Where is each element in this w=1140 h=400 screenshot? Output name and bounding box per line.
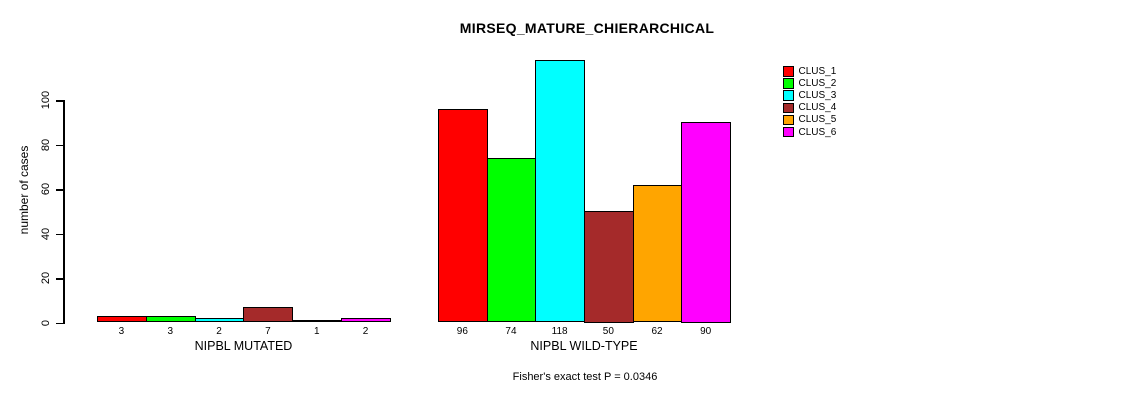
chart-title: MIRSEQ_MATURE_CHIERARCHICAL xyxy=(459,20,715,36)
bar-clus_1-nipbl-wild-type xyxy=(438,108,488,323)
legend-label: CLUS_4 xyxy=(798,102,837,114)
bar-clus_4-nipbl-wild-type xyxy=(584,211,634,323)
bar-clus_2-nipbl-mutated xyxy=(145,315,196,323)
bar-clus_3-nipbl-mutated xyxy=(194,318,245,323)
y-axis-tick xyxy=(56,278,63,280)
x-group-label: NIPBL WILD-TYPE xyxy=(530,339,638,353)
legend-color-swatch-clus_6 xyxy=(783,126,794,138)
bar-value-label: 118 xyxy=(551,326,568,337)
y-tick-label: 40 xyxy=(40,227,52,240)
legend-item: CLUS_4 xyxy=(783,102,836,113)
bar-value-label: 3 xyxy=(118,326,125,337)
bar-value-label: 1 xyxy=(313,326,320,337)
bar-value-label: 62 xyxy=(651,326,663,337)
y-axis-tick xyxy=(56,189,63,191)
bar-clus_2-nipbl-wild-type xyxy=(486,157,537,323)
y-axis-title: number of cases xyxy=(17,145,31,235)
bar-value-label: 50 xyxy=(602,326,614,337)
fisher-test-annotation: Fisher's exact test P = 0.0346 xyxy=(512,371,658,383)
legend-label: CLUS_2 xyxy=(798,78,837,90)
legend-label: CLUS_6 xyxy=(798,126,837,138)
legend-color-swatch-clus_2 xyxy=(783,78,794,89)
bar-clus_5-nipbl-mutated xyxy=(292,320,343,323)
x-group-label: NIPBL MUTATED xyxy=(194,339,293,353)
legend-label: CLUS_5 xyxy=(798,114,837,126)
bar-clus_1-nipbl-mutated xyxy=(97,315,147,323)
y-tick-label: 20 xyxy=(40,271,52,285)
y-axis-line xyxy=(63,100,65,324)
bar-clus_4-nipbl-mutated xyxy=(243,306,294,323)
legend-color-swatch-clus_1 xyxy=(783,66,794,77)
legend-item: CLUS_3 xyxy=(783,90,836,101)
legend-item: CLUS_2 xyxy=(783,78,836,89)
bar-value-label: 96 xyxy=(456,326,468,337)
legend-color-swatch-clus_5 xyxy=(783,114,794,126)
bar-value-label: 7 xyxy=(265,326,271,337)
legend-label: CLUS_3 xyxy=(798,90,837,102)
y-axis-tick xyxy=(56,233,63,235)
bar-value-label: 3 xyxy=(167,326,174,337)
bar-value-label: 74 xyxy=(505,326,517,337)
y-tick-label: 60 xyxy=(40,182,52,196)
y-axis-tick xyxy=(56,144,63,146)
y-tick-label: 0 xyxy=(40,319,52,326)
legend-color-swatch-clus_4 xyxy=(783,102,794,114)
bar-value-label: 2 xyxy=(216,326,222,337)
legend-item: CLUS_1 xyxy=(783,66,836,77)
legend-item: CLUS_6 xyxy=(783,127,836,138)
y-axis-tick xyxy=(56,100,63,102)
legend-item: CLUS_5 xyxy=(783,114,836,125)
bar-clus_6-nipbl-wild-type xyxy=(681,122,731,323)
legend-label: CLUS_1 xyxy=(798,66,837,77)
bar-value-label: 2 xyxy=(362,326,369,337)
y-axis-tick xyxy=(56,322,63,324)
bar-clus_3-nipbl-wild-type xyxy=(535,59,585,323)
y-tick-label: 100 xyxy=(40,90,52,110)
bar-clus_5-nipbl-wild-type xyxy=(632,184,683,323)
y-tick-label: 80 xyxy=(40,138,52,151)
bar-value-label: 90 xyxy=(700,326,712,337)
bar-clus_6-nipbl-mutated xyxy=(341,318,391,323)
legend-color-swatch-clus_3 xyxy=(783,90,794,101)
